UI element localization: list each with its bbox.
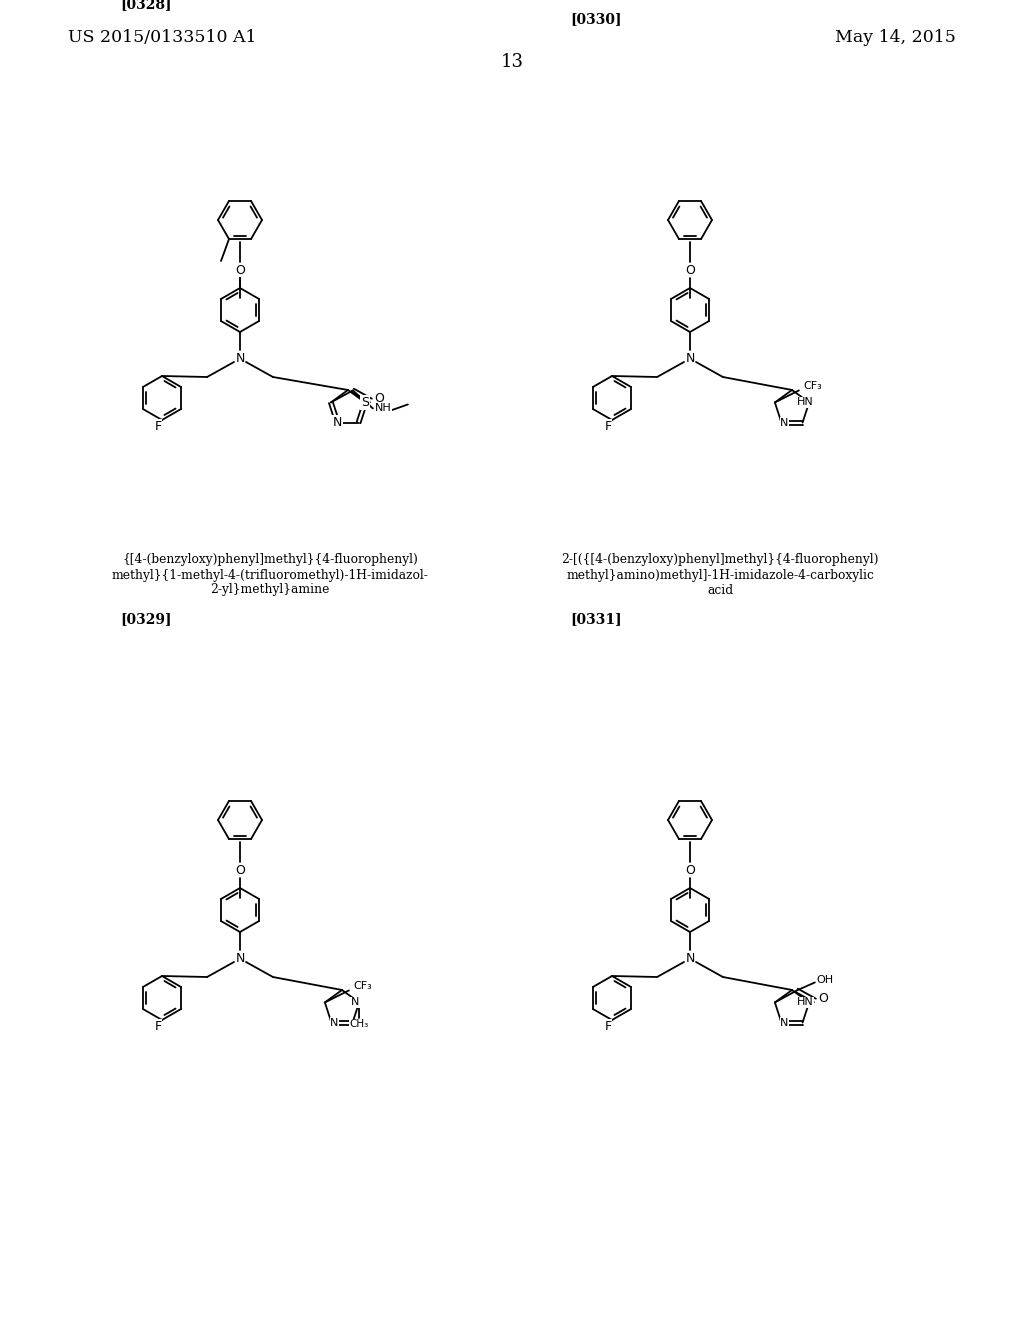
Text: O: O bbox=[374, 392, 384, 405]
Text: 13: 13 bbox=[501, 53, 523, 71]
Text: F: F bbox=[155, 1019, 162, 1032]
Text: N: N bbox=[236, 952, 245, 965]
Text: acid: acid bbox=[707, 583, 733, 597]
Text: N: N bbox=[351, 998, 359, 1007]
Text: {[4-(benzyloxy)phenyl]methyl}{4-fluorophenyl): {[4-(benzyloxy)phenyl]methyl}{4-fluoroph… bbox=[122, 553, 418, 566]
Text: OH: OH bbox=[816, 975, 834, 986]
Text: N: N bbox=[333, 416, 342, 429]
Text: [0331]: [0331] bbox=[570, 612, 622, 626]
Text: methyl}{1-methyl-4-(trifluoromethyl)-1H-imidazol-: methyl}{1-methyl-4-(trifluoromethyl)-1H-… bbox=[112, 569, 428, 582]
Text: May 14, 2015: May 14, 2015 bbox=[836, 29, 956, 46]
Text: US 2015/0133510 A1: US 2015/0133510 A1 bbox=[68, 29, 256, 46]
Text: CF₃: CF₃ bbox=[353, 982, 373, 991]
Text: NH: NH bbox=[375, 404, 391, 413]
Text: N: N bbox=[780, 417, 788, 428]
Text: N: N bbox=[330, 1018, 339, 1027]
Text: [0329]: [0329] bbox=[120, 612, 171, 626]
Text: [0328]: [0328] bbox=[120, 0, 171, 11]
Text: O: O bbox=[685, 264, 695, 276]
Text: N: N bbox=[236, 351, 245, 364]
Text: O: O bbox=[236, 264, 245, 276]
Text: 2-yl}methyl}amine: 2-yl}methyl}amine bbox=[210, 583, 330, 597]
Text: HN: HN bbox=[797, 397, 813, 408]
Text: CF₃: CF₃ bbox=[804, 381, 822, 392]
Text: O: O bbox=[685, 863, 695, 876]
Text: O: O bbox=[236, 863, 245, 876]
Text: CH₃: CH₃ bbox=[349, 1019, 369, 1030]
Text: O: O bbox=[818, 991, 827, 1005]
Text: [0330]: [0330] bbox=[570, 12, 622, 26]
Text: S: S bbox=[361, 396, 369, 409]
Text: F: F bbox=[155, 420, 162, 433]
Text: N: N bbox=[780, 1018, 788, 1027]
Text: N: N bbox=[685, 351, 694, 364]
Text: HN: HN bbox=[797, 998, 813, 1007]
Text: F: F bbox=[604, 420, 611, 433]
Text: 2-[({[4-(benzyloxy)phenyl]methyl}{4-fluorophenyl): 2-[({[4-(benzyloxy)phenyl]methyl}{4-fluo… bbox=[561, 553, 879, 566]
Text: methyl}amino)methyl]-1H-imidazole-4-carboxylic: methyl}amino)methyl]-1H-imidazole-4-carb… bbox=[566, 569, 873, 582]
Text: F: F bbox=[604, 1019, 611, 1032]
Text: N: N bbox=[685, 952, 694, 965]
